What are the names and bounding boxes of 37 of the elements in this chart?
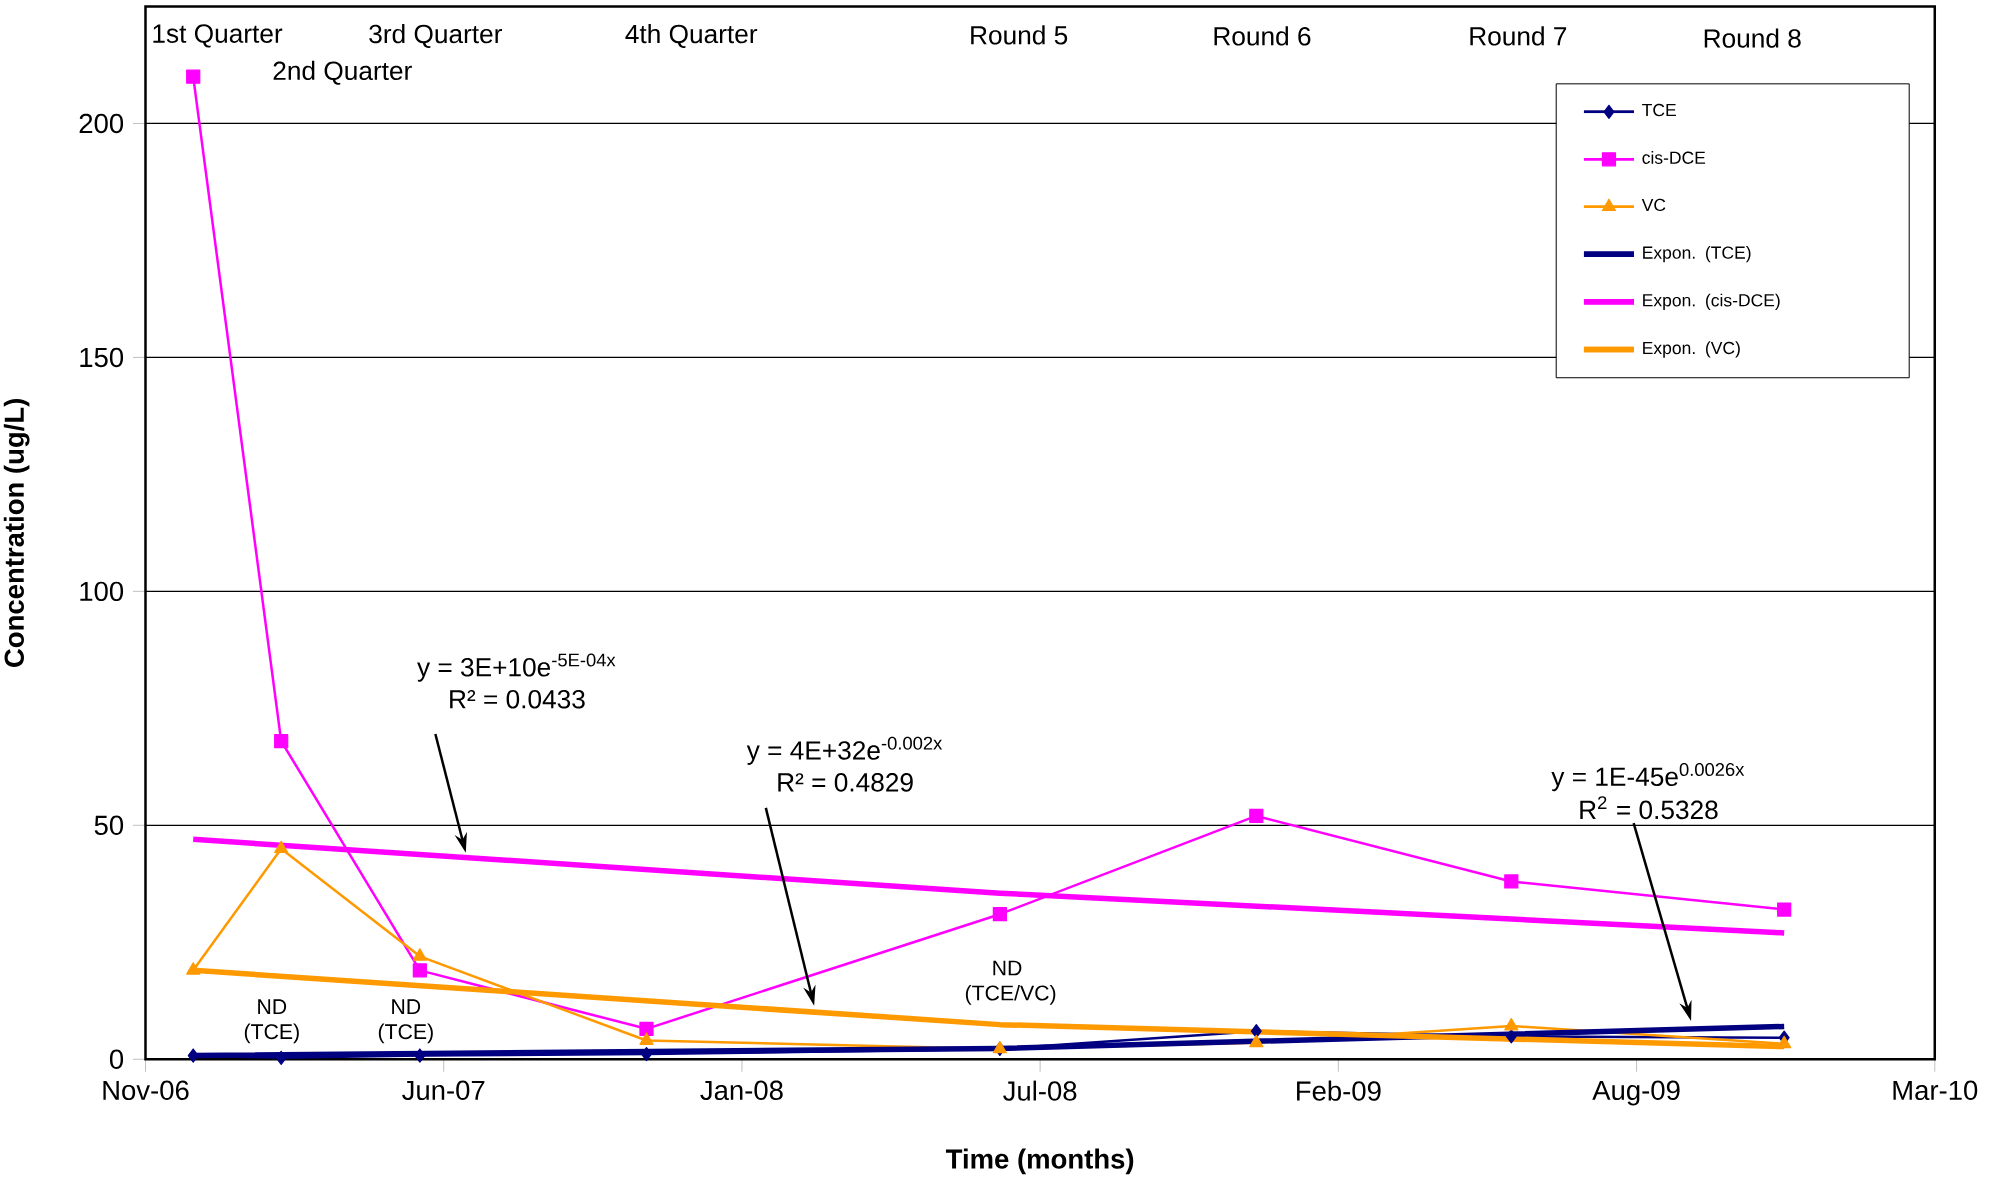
annotation: y = 1E-45e$^{0.0026x}$ — [1551, 763, 1745, 792]
x-tick-label: Jan-08 — [700, 1080, 783, 1101]
annotation: R$^{2}$ = 0.5328 — [1580, 796, 1718, 820]
annotation: Round 7 — [1470, 26, 1567, 46]
y-tick-label: 50 — [94, 815, 124, 836]
annotation: Round 6 — [1214, 26, 1311, 46]
legend-label: VC — [1641, 198, 1666, 212]
legend-label: Expon. (TCE) — [1643, 245, 1751, 263]
annotation: Round 8 — [1704, 28, 1801, 48]
annotation: Round 5 — [971, 25, 1068, 45]
y-axis-title: Concentration (ug/L) — [3, 399, 30, 667]
x-tick-label: Feb-09 — [1297, 1080, 1381, 1101]
y-tick-label: 150 — [80, 347, 124, 368]
y-tick-label: 0 — [109, 1049, 124, 1069]
y-tick-label: 100 — [80, 581, 124, 602]
annotation: ND (TCE/VC) — [965, 960, 1056, 1005]
annotation: 3rd Quarter — [369, 23, 503, 48]
x-tick-label: Jun-07 — [402, 1080, 485, 1101]
annotation: 4th Quarter — [625, 23, 758, 48]
legend-label: Expon. (cis-DCE) — [1643, 293, 1780, 310]
annotation: ND (TCE) — [244, 999, 299, 1044]
annotation: y = 3E+10e$^{-5E-04x}$ — [417, 653, 616, 682]
legend-label: Expon. (VC) — [1643, 341, 1740, 358]
y-tick-label: 200 — [79, 113, 124, 134]
x-tick-label: Mar-10 — [1893, 1080, 1978, 1101]
annotation: R² = 0.4829 — [778, 773, 913, 792]
annotation: R² = 0.0433 — [450, 689, 585, 709]
x-tick-label: Jul-08 — [1003, 1080, 1077, 1101]
annotation: 1st Quarter — [153, 24, 283, 48]
x-tick-label: Aug-09 — [1592, 1080, 1680, 1106]
annotation: y = 4E+32e$^{-0.002x}$ — [746, 736, 943, 765]
annotation: ND (TCE) — [378, 999, 433, 1044]
annotation: 2nd Quarter — [273, 60, 412, 85]
legend-label: cis-DCE — [1642, 151, 1706, 164]
x-tick-label: Nov-06 — [103, 1080, 189, 1101]
legend-label: TCE — [1642, 103, 1676, 117]
x-axis-title: Time (months) — [945, 1148, 1134, 1175]
